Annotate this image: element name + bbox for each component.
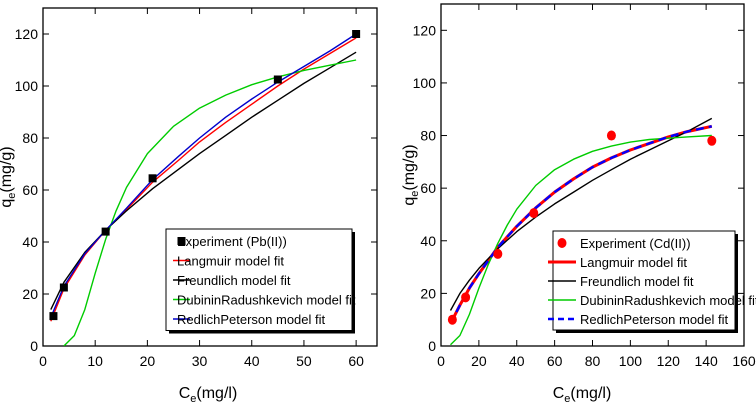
y-axis-label-unit: (mg/g) — [0, 146, 15, 192]
x-tick-label: 20 — [140, 353, 156, 369]
data-point — [529, 208, 539, 219]
x-tick-label: 100 — [619, 353, 643, 369]
y-tick-label: 20 — [420, 285, 436, 301]
legend-marker-experiment — [557, 238, 567, 248]
y-tick-label: 20 — [22, 286, 38, 302]
y-axis-label-main: q — [401, 197, 418, 206]
x-axis-label: Ce(mg/l) — [553, 385, 612, 405]
x-axis-label-main: C — [179, 385, 191, 402]
legend-label-1: Freundlich model fit — [580, 274, 694, 289]
y-axis-label: qe(mg/g) — [0, 146, 18, 207]
y-tick-label: 60 — [22, 182, 38, 198]
x-axis-label-unit: (mg/l) — [570, 385, 611, 402]
x-axis-label-sub: e — [190, 393, 196, 405]
data-point — [59, 283, 68, 292]
legend-label-experiment: Experiment (Cd(II)) — [580, 236, 691, 251]
data-point — [707, 135, 717, 146]
y-tick-label: 80 — [22, 130, 38, 146]
chart-panel-cd: 0 20 40 60 80 100 120 140 160020406080100120Ce(m… — [401, 3, 756, 405]
y-axis-label-main: q — [0, 199, 15, 208]
y-tick-label: 40 — [420, 233, 436, 249]
y-tick-label: 40 — [22, 234, 38, 250]
data-point — [447, 314, 457, 325]
series-line-2 — [450, 134, 712, 346]
x-tick-label: 120 — [657, 353, 681, 369]
legend-label-3: RedlichPeterson model fit — [177, 312, 326, 327]
legend-box — [165, 228, 353, 331]
legend-label-3: RedlichPeterson model fit — [580, 312, 729, 327]
legend-label-2: DubininRadushkevich model fit — [177, 293, 356, 308]
data-point — [49, 312, 58, 321]
plot-frame — [42, 7, 378, 347]
y-axis-label-sub: e — [6, 193, 18, 199]
x-tick-label: 40 — [244, 353, 260, 369]
x-tick-label: 160 — [732, 353, 756, 369]
legend-label-experiment: Experiment (Pb(II)) — [177, 234, 287, 249]
y-tick-label: 100 — [15, 78, 39, 94]
series-line-1 — [449, 117, 713, 311]
x-axis-label-unit: (mg/l) — [196, 385, 237, 402]
x-axis-label-main: C — [553, 385, 565, 402]
y-tick-label: 0 — [428, 338, 436, 354]
y-tick-label: 120 — [15, 26, 39, 42]
x-tick-label: 20 — [471, 353, 487, 369]
data-point — [352, 30, 361, 38]
x-tick-label: 140 — [694, 353, 718, 369]
x-tick-label: 0 — [39, 353, 47, 369]
data-point — [461, 292, 471, 303]
legend-label-0: Langmuir model fit — [177, 254, 284, 269]
legend-label-2: DubininRadushkevich model fit — [580, 293, 756, 308]
y-tick-label: 60 — [420, 180, 436, 196]
y-axis-label-unit: (mg/g) — [401, 144, 418, 190]
x-tick-label: 60 — [348, 353, 364, 369]
data-point — [493, 248, 503, 259]
legend-label-1: Freundlich model fit — [177, 273, 291, 288]
y-tick-label: 120 — [413, 22, 437, 38]
x-tick-label: 40 — [509, 353, 525, 369]
y-axis-label: qe(mg/g) — [401, 144, 421, 205]
x-axis-label-sub: e — [564, 393, 570, 405]
series-line-3 — [50, 33, 357, 318]
data-point — [273, 75, 282, 84]
x-axis-label: Ce(mg/l) — [179, 385, 238, 405]
y-tick-label: 100 — [413, 75, 437, 91]
data-point — [101, 227, 110, 236]
legend-marker-experiment — [177, 237, 186, 245]
series-line-3 — [449, 125, 713, 325]
x-tick-label: 0 — [437, 353, 445, 369]
y-tick-label: 0 — [30, 338, 38, 354]
x-tick-label: 10 — [87, 353, 103, 369]
x-tick-label: 30 — [192, 353, 208, 369]
y-tick-label: 80 — [420, 128, 436, 144]
series-line-1 — [50, 51, 357, 310]
y-axis-label-sub: e — [409, 191, 421, 197]
x-tick-label: 80 — [585, 353, 601, 369]
chart-panel-pb: 0102030405060020406080100120Ce(mg/l)qe(m… — [0, 7, 378, 405]
x-tick-label: 60 — [547, 353, 563, 369]
legend-label-0: Langmuir model fit — [580, 255, 687, 270]
data-point — [606, 130, 616, 141]
x-tick-label: 50 — [296, 353, 312, 369]
data-point — [148, 174, 157, 183]
legend-box — [552, 230, 736, 331]
